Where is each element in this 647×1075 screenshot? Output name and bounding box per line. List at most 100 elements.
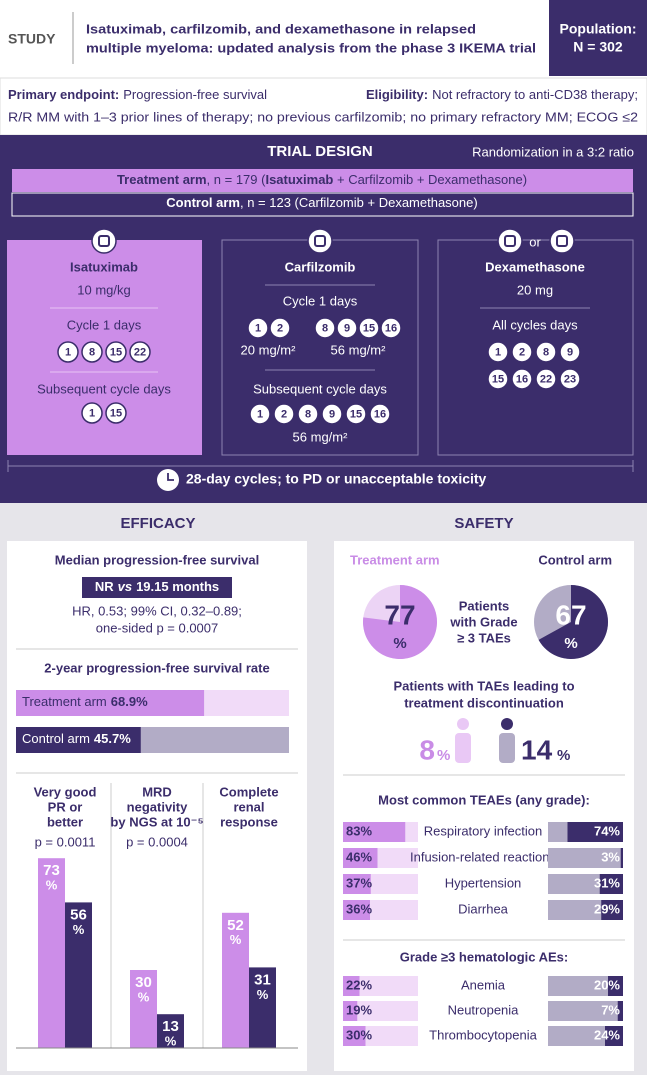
label-part: Isatuximab <box>265 172 333 187</box>
label-part: 68.9% <box>111 694 148 709</box>
label: 56 <box>70 906 87 923</box>
label: Cycle 1 days <box>283 293 358 308</box>
label: 1 <box>255 322 261 334</box>
label: 8 <box>305 408 311 420</box>
day-badge <box>81 402 103 424</box>
label: 8 <box>419 734 435 765</box>
bar-track <box>548 1001 623 1021</box>
person-body <box>499 733 515 763</box>
label-part: 19.15 months <box>136 579 219 594</box>
label: % <box>138 989 150 1004</box>
label: TRIAL DESIGN <box>267 143 373 160</box>
label: 9 <box>329 408 335 420</box>
label: Dexamethasone <box>485 259 585 274</box>
label: 46% <box>346 849 372 864</box>
drug-icon <box>307 228 333 254</box>
bar <box>343 848 378 868</box>
day-badge <box>129 341 151 363</box>
criteria-bg <box>0 77 647 136</box>
day-badge <box>487 368 509 390</box>
label-part: Treatment arm <box>117 172 207 187</box>
label: response <box>220 814 278 829</box>
drug-icon <box>91 228 117 254</box>
drug-box <box>7 240 202 455</box>
label: 31 <box>254 971 271 988</box>
label: Control arm <box>538 552 612 567</box>
label: % <box>557 747 570 764</box>
label: 19% <box>346 1002 372 1017</box>
label: by NGS at 10⁻⁵ <box>110 814 203 829</box>
bar <box>65 902 92 1048</box>
bar <box>157 1014 184 1048</box>
bar <box>617 1001 623 1021</box>
label: 16 <box>374 408 386 420</box>
label: 37% <box>346 875 372 890</box>
label-line: Treatment arm, n = 179 (Isatuximab + Car… <box>117 172 527 187</box>
bar <box>343 976 360 996</box>
label: p = 0.0011 <box>35 834 96 849</box>
label: % <box>564 635 577 652</box>
label: 16 <box>516 373 528 385</box>
label: 1 <box>257 408 263 420</box>
day-badge <box>105 402 127 424</box>
label: EFFICACY <box>121 515 196 532</box>
label-line: Control arm 45.7% <box>22 731 131 746</box>
label: 9 <box>567 346 573 358</box>
label: Neutropenia <box>448 1002 520 1017</box>
day-badge <box>358 317 380 339</box>
label: 73 <box>43 862 60 879</box>
label-part: , n = 179 ( <box>207 172 267 187</box>
day-badge <box>559 341 581 363</box>
label: 52 <box>227 917 244 934</box>
label: 22 <box>540 373 552 385</box>
label: PR or <box>48 799 83 814</box>
bar <box>249 967 276 1048</box>
label: Respiratory infection <box>424 823 543 838</box>
drug-icon-cup <box>314 235 326 247</box>
label: Subsequent cycle days <box>37 381 171 396</box>
bar <box>343 1001 358 1021</box>
bar <box>222 912 249 1048</box>
label: HR, 0.53; 99% CI, 0.32–0.89; <box>72 603 242 618</box>
bar <box>130 970 157 1048</box>
label: renal <box>233 799 264 814</box>
person-head <box>501 718 513 730</box>
label: Subsequent cycle days <box>253 381 387 396</box>
bar <box>343 900 370 920</box>
drug-icon-cup <box>556 235 568 247</box>
label: Patients <box>459 598 510 613</box>
bar <box>599 874 623 894</box>
drug-box <box>437 239 634 456</box>
label: 15 <box>363 322 375 334</box>
label: 15 <box>492 373 504 385</box>
label-part: 45.7% <box>94 731 131 746</box>
day-badge <box>535 368 557 390</box>
label: or <box>529 234 541 249</box>
day-badge <box>105 341 127 363</box>
label: 3% <box>601 849 620 864</box>
bar <box>605 1026 623 1046</box>
label: Isatuximab <box>70 259 138 274</box>
label: Infusion-related reactions <box>410 849 556 864</box>
label: 56 mg/m² <box>293 429 349 444</box>
label: Grade ≥3 hematologic AEs: <box>400 949 568 964</box>
bar-track <box>548 848 623 868</box>
label: better <box>47 814 83 829</box>
label: 15 <box>110 346 122 358</box>
day-badge <box>336 317 358 339</box>
day-badge <box>345 403 367 425</box>
day-badge <box>269 317 291 339</box>
label: 22 <box>134 346 146 358</box>
label: 22% <box>346 977 372 992</box>
label-part: Progression-free survival <box>123 87 267 102</box>
label: with Grade <box>449 614 517 629</box>
label: Cycle 1 days <box>67 317 142 332</box>
label: Hypertension <box>445 875 522 890</box>
label: % <box>230 932 242 947</box>
bar-track <box>548 1026 623 1046</box>
label: MRD <box>142 784 172 799</box>
label: negativity <box>127 799 188 814</box>
bar <box>16 727 141 753</box>
label: treatment discontinuation <box>404 695 564 710</box>
